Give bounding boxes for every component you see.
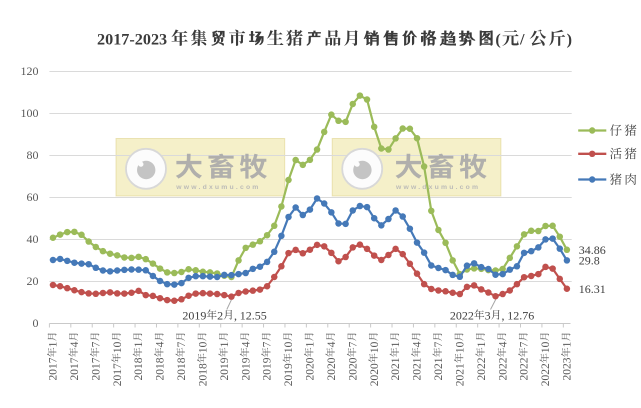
svg-text:2: 2 — [217, 309, 223, 323]
svg-text:2021: 2021 — [412, 357, 424, 380]
svg-text:10: 10 — [283, 341, 295, 353]
svg-text:4: 4 — [155, 341, 167, 347]
svg-text:2017: 2017 — [90, 357, 102, 380]
svg-text:2021: 2021 — [454, 363, 466, 386]
svg-text:2018: 2018 — [197, 363, 209, 386]
svg-text:40: 40 — [27, 232, 39, 246]
svg-text:1: 1 — [48, 341, 60, 347]
svg-text:2020: 2020 — [369, 363, 381, 386]
svg-text:,: , — [234, 309, 237, 323]
svg-text:80: 80 — [27, 148, 39, 162]
svg-text:0: 0 — [33, 316, 39, 330]
svg-text:2020: 2020 — [326, 357, 338, 380]
svg-text:2017: 2017 — [112, 363, 124, 386]
svg-text:1: 1 — [219, 341, 231, 347]
svg-text:7: 7 — [519, 341, 531, 347]
svg-text:34.86: 34.86 — [579, 243, 606, 257]
svg-text:16.31: 16.31 — [579, 282, 606, 296]
svg-text:2022: 2022 — [519, 357, 531, 380]
svg-text:3: 3 — [485, 309, 491, 323]
svg-text:120: 120 — [21, 64, 39, 78]
svg-text:2022: 2022 — [497, 357, 509, 380]
svg-text:60: 60 — [27, 190, 39, 204]
svg-text:(: ( — [495, 30, 500, 48]
svg-text:4: 4 — [497, 341, 509, 347]
svg-text:2020: 2020 — [347, 357, 359, 380]
svg-text:10: 10 — [112, 341, 124, 353]
svg-text:7: 7 — [433, 341, 445, 347]
svg-text:2019: 2019 — [283, 363, 295, 386]
svg-text:2017: 2017 — [48, 357, 60, 380]
svg-text:2020: 2020 — [305, 357, 317, 380]
svg-text:2022: 2022 — [540, 363, 552, 386]
svg-text:10: 10 — [369, 341, 381, 353]
svg-text:4: 4 — [412, 341, 424, 347]
svg-text:10: 10 — [197, 341, 209, 353]
svg-text:/: / — [519, 30, 525, 48]
svg-text:www.dxumu.com: www.dxumu.com — [395, 184, 480, 191]
svg-text:2023: 2023 — [562, 357, 574, 380]
svg-text:2019: 2019 — [240, 357, 252, 380]
svg-text:2019: 2019 — [219, 357, 231, 380]
svg-text:7: 7 — [262, 341, 274, 347]
svg-text:2018: 2018 — [176, 357, 188, 380]
svg-text:2018: 2018 — [155, 357, 167, 380]
svg-text:,: , — [501, 309, 504, 323]
svg-text:1: 1 — [305, 341, 317, 347]
svg-text:7: 7 — [90, 341, 102, 347]
svg-text:2018: 2018 — [133, 357, 145, 380]
svg-text:2017: 2017 — [69, 357, 81, 380]
svg-text:2019: 2019 — [182, 309, 206, 323]
svg-text:4: 4 — [69, 341, 81, 347]
svg-text:12.76: 12.76 — [507, 309, 534, 323]
svg-text:2021: 2021 — [390, 357, 402, 380]
svg-text:1: 1 — [390, 341, 402, 347]
svg-text:4: 4 — [326, 341, 338, 347]
svg-text:): ) — [567, 30, 572, 48]
svg-text:www.dxumu.com: www.dxumu.com — [175, 184, 260, 191]
svg-text:4: 4 — [240, 341, 252, 347]
svg-text:2019: 2019 — [262, 357, 274, 380]
svg-text:7: 7 — [176, 341, 188, 347]
svg-text:2022: 2022 — [476, 357, 488, 380]
svg-text:29.8: 29.8 — [579, 254, 600, 268]
svg-text:1: 1 — [133, 341, 145, 347]
svg-text:1: 1 — [476, 341, 488, 347]
svg-text:2017-2023: 2017-2023 — [97, 30, 167, 48]
svg-text:12.55: 12.55 — [240, 309, 267, 323]
svg-text:100: 100 — [21, 106, 39, 120]
svg-text:2022: 2022 — [450, 309, 474, 323]
svg-text:10: 10 — [540, 341, 552, 353]
svg-text:20: 20 — [27, 274, 39, 288]
svg-text:7: 7 — [347, 341, 359, 347]
svg-text:1: 1 — [562, 341, 574, 347]
svg-text:2021: 2021 — [433, 357, 445, 380]
svg-text:10: 10 — [454, 341, 466, 353]
